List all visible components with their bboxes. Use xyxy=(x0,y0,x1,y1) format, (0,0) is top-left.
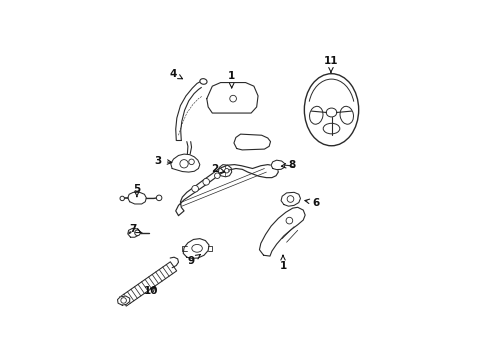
Ellipse shape xyxy=(192,244,202,252)
Polygon shape xyxy=(234,134,270,150)
Text: 8: 8 xyxy=(281,160,296,170)
Circle shape xyxy=(180,159,188,168)
Circle shape xyxy=(156,195,162,201)
Circle shape xyxy=(192,185,198,192)
Polygon shape xyxy=(207,82,258,113)
Ellipse shape xyxy=(323,123,340,134)
Polygon shape xyxy=(118,296,130,305)
Circle shape xyxy=(230,95,237,102)
Text: 9: 9 xyxy=(188,255,200,266)
Polygon shape xyxy=(128,192,147,204)
Circle shape xyxy=(215,173,220,179)
Circle shape xyxy=(120,196,124,201)
Text: 6: 6 xyxy=(305,198,320,208)
Circle shape xyxy=(286,217,293,224)
Text: 3: 3 xyxy=(155,156,172,166)
Circle shape xyxy=(287,196,294,202)
Polygon shape xyxy=(259,207,305,256)
Circle shape xyxy=(203,179,210,185)
Polygon shape xyxy=(171,154,200,172)
Text: 11: 11 xyxy=(324,56,338,72)
Ellipse shape xyxy=(340,106,353,124)
Polygon shape xyxy=(176,165,278,216)
Text: 10: 10 xyxy=(144,286,158,296)
Circle shape xyxy=(189,159,195,165)
Polygon shape xyxy=(281,192,300,206)
Ellipse shape xyxy=(326,108,337,117)
Ellipse shape xyxy=(310,106,323,124)
Circle shape xyxy=(224,168,229,173)
Polygon shape xyxy=(271,160,285,170)
Text: 1: 1 xyxy=(279,255,287,271)
Text: 1: 1 xyxy=(228,72,235,88)
Circle shape xyxy=(135,230,140,235)
Text: 4: 4 xyxy=(169,69,183,79)
Text: 2: 2 xyxy=(212,164,224,174)
Ellipse shape xyxy=(200,78,207,84)
Polygon shape xyxy=(120,262,177,306)
Polygon shape xyxy=(219,165,232,177)
Text: 7: 7 xyxy=(130,224,141,234)
Text: 5: 5 xyxy=(133,184,141,197)
Ellipse shape xyxy=(304,74,359,146)
Polygon shape xyxy=(183,239,209,258)
Polygon shape xyxy=(128,228,140,237)
Circle shape xyxy=(121,298,126,303)
